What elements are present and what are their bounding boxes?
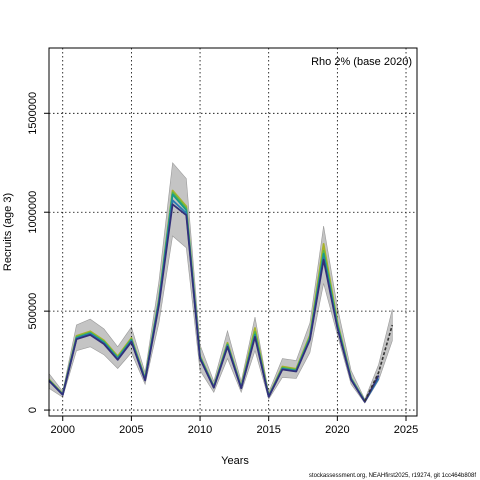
series-line-5 <box>48 203 380 403</box>
series-line-6 <box>364 324 394 402</box>
legend-label: Rho 2% (base 2020) <box>311 56 412 68</box>
x-tick-label: 2010 <box>188 424 212 436</box>
plot-frame <box>48 47 418 417</box>
x-axis-title: Years <box>221 455 249 467</box>
footer-note: stockassessment.org, NEAHfirst2025, r192… <box>309 473 476 479</box>
y-tick-label: 0 <box>27 407 39 413</box>
series-layer <box>48 189 394 403</box>
x-tick-label: 2005 <box>119 424 143 436</box>
y-tick-label: 500000 <box>27 293 39 330</box>
y-tick-label: 1000000 <box>27 191 39 234</box>
x-tick-label: 2025 <box>394 424 418 436</box>
x-tick-label: 2020 <box>325 424 349 436</box>
y-axis-title: Recruits (age 3) <box>2 193 14 271</box>
axis-layer: 2000 2005 2010 2015 2020 2025 0 500000 1000000 15… <box>27 92 418 436</box>
x-tick-label: 2000 <box>50 424 74 436</box>
grid-layer <box>49 48 417 416</box>
x-tick-label: 2015 <box>256 424 280 436</box>
y-tick-label: 1500000 <box>27 92 39 135</box>
